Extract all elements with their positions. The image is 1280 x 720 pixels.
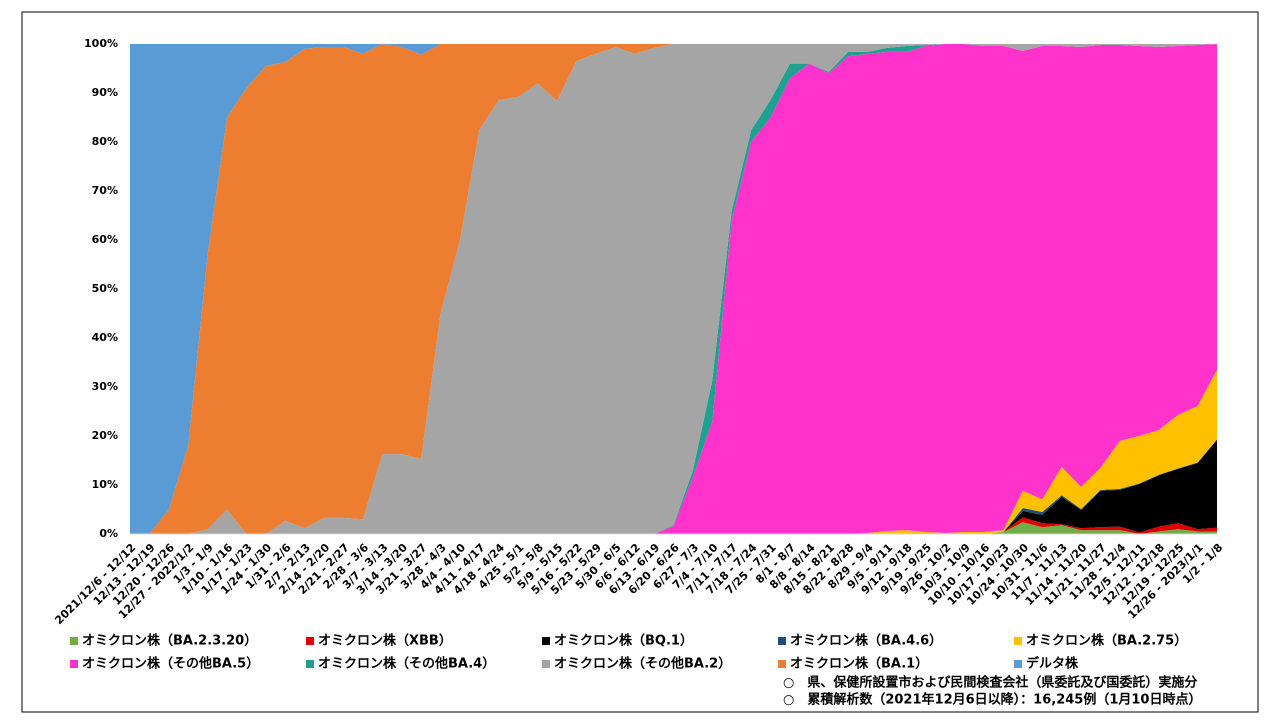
legend: オミクロン株（BA.2.3.20） オミクロン株（XBB） オミクロン株（BQ.1）… bbox=[70, 633, 1187, 672]
legend-marker bbox=[1014, 660, 1022, 668]
legend-label: オミクロン株（BA.2.75） bbox=[1026, 633, 1187, 649]
legend-label: オミクロン株（BA.4.6） bbox=[790, 633, 942, 649]
area bbox=[130, 44, 1217, 534]
legend-label: デルタ株 bbox=[1026, 656, 1079, 672]
legend-marker bbox=[306, 660, 314, 668]
axes: 0%10%20%30%40%50%60%70%80%90%100%2021/12… bbox=[52, 37, 1225, 627]
legend-label: オミクロン株（BA.2.3.20） bbox=[82, 633, 257, 649]
legend-marker bbox=[778, 660, 786, 668]
area bbox=[130, 44, 1217, 534]
legend-marker bbox=[70, 637, 78, 645]
plot-area bbox=[130, 44, 1217, 534]
legend-label: オミクロン株（XBB） bbox=[318, 633, 452, 649]
y-tick-label: 20% bbox=[92, 429, 118, 442]
area bbox=[130, 522, 1217, 534]
y-tick-label: 80% bbox=[92, 135, 118, 148]
legend-marker bbox=[70, 660, 78, 668]
legend-label: オミクロン株（BA.1） bbox=[790, 656, 928, 672]
legend-label: オミクロン株（BQ.1） bbox=[554, 633, 693, 649]
y-tick-label: 60% bbox=[92, 233, 118, 246]
legend-label: オミクロン株（その他BA.4） bbox=[318, 656, 495, 672]
area bbox=[130, 44, 1217, 534]
y-tick-label: 100% bbox=[84, 37, 118, 50]
y-tick-label: 40% bbox=[92, 331, 118, 344]
note: ○ 累積解析数（2021年12月6日以降）：16,245例（1月10日時点） bbox=[783, 692, 1201, 708]
legend-marker bbox=[1014, 637, 1022, 645]
legend-label: オミクロン株（その他BA.5） bbox=[82, 656, 259, 672]
notes: ○ 県、保健所設置市および民間検査会社（県委託及び国委託）実施分○ 累積解析数（… bbox=[783, 675, 1201, 708]
y-tick-label: 10% bbox=[92, 478, 118, 491]
legend-marker bbox=[778, 637, 786, 645]
legend-marker bbox=[542, 637, 550, 645]
note: ○ 県、保健所設置市および民間検査会社（県委託及び国委託）実施分 bbox=[783, 675, 1197, 691]
area bbox=[130, 44, 1217, 534]
legend-marker bbox=[306, 637, 314, 645]
area bbox=[130, 439, 1217, 534]
y-tick-label: 0% bbox=[99, 527, 118, 540]
legend-label: オミクロン株（その他BA.2） bbox=[554, 656, 731, 672]
y-tick-label: 30% bbox=[92, 380, 118, 393]
y-tick-label: 90% bbox=[92, 86, 118, 99]
y-tick-label: 70% bbox=[92, 184, 118, 197]
legend-marker bbox=[542, 660, 550, 668]
y-tick-label: 50% bbox=[92, 282, 118, 295]
